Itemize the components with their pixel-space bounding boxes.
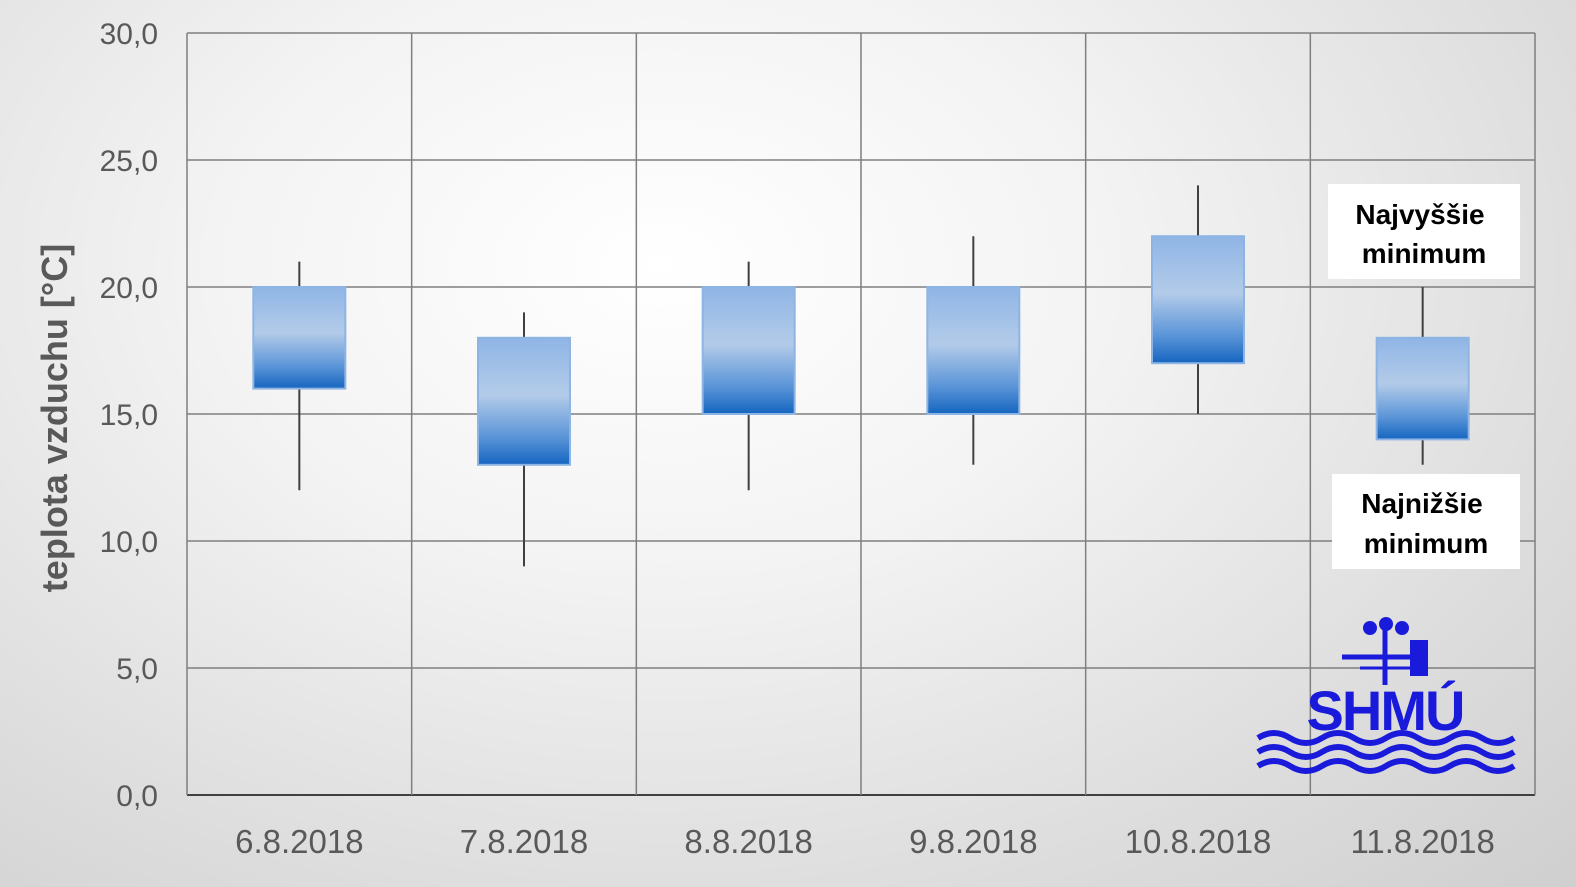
annotation-upper-line1: Najvyššie: [1355, 199, 1484, 230]
y-tick-label: 15,0: [100, 399, 158, 432]
shmu-logo: SHMÚ: [1256, 617, 1516, 774]
y-axis-title: teplota vzduchu [°C]: [34, 244, 75, 592]
y-tick-label: 10,0: [100, 526, 158, 559]
x-tick-label: 8.8.2018: [684, 823, 812, 860]
candle-box: [1151, 235, 1245, 365]
candle-box: [1375, 336, 1470, 441]
y-axis: 0,0 5,0 10,0 15,0 20,0 25,0 30,0: [100, 18, 158, 813]
annotation-lower-line1: Najnižšie: [1361, 488, 1482, 519]
waves-icon: [1256, 730, 1516, 774]
x-tick-label: 7.8.2018: [460, 823, 588, 860]
weather-vane-icon: [1342, 617, 1428, 685]
annotation-lower-line2: minimum: [1364, 528, 1488, 559]
annotation-highest-minimum: Najvyššie minimum: [1328, 184, 1520, 279]
candle: [1151, 185, 1245, 414]
y-tick-label: 25,0: [100, 145, 158, 178]
x-axis: 6.8.2018 7.8.2018 8.8.2018 9.8.2018 10.8.201…: [235, 823, 1495, 860]
candle: [701, 261, 796, 491]
x-tick-label: 11.8.2018: [1350, 823, 1494, 860]
candle: [926, 236, 1021, 465]
grid: [186, 32, 1536, 796]
y-tick-label: 20,0: [100, 272, 158, 305]
candle-box: [252, 286, 347, 390]
candle-box: [701, 286, 796, 415]
annotation-upper-line2: minimum: [1362, 238, 1486, 269]
annotation-lowest-minimum: Najnižšie minimum: [1332, 474, 1520, 569]
candle-box: [477, 336, 571, 466]
candle: [252, 261, 347, 491]
x-tick-label: 9.8.2018: [909, 823, 1037, 860]
y-tick-label: 0,0: [116, 780, 158, 813]
candle: [477, 312, 571, 567]
candle: [1375, 287, 1470, 465]
y-tick-label: 5,0: [116, 653, 158, 686]
y-tick-label: 30,0: [100, 18, 158, 51]
x-tick-label: 6.8.2018: [235, 823, 363, 860]
candles: [252, 185, 1470, 567]
x-tick-label: 10.8.2018: [1125, 823, 1272, 860]
candle-box: [926, 286, 1021, 415]
